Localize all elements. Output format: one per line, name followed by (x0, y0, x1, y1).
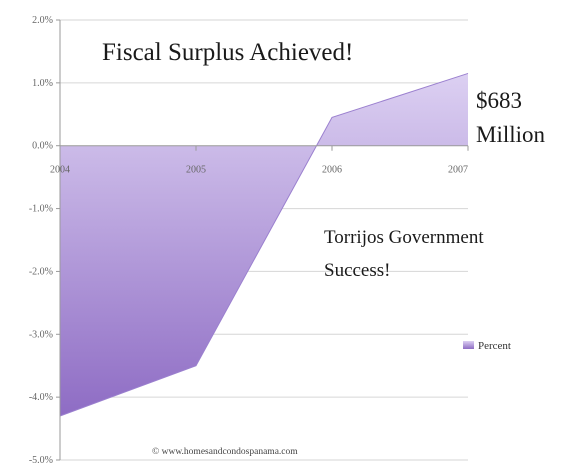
success-annotation-line2: Success! (324, 260, 390, 281)
success-annotation-line1: Torrijos Government (324, 227, 484, 248)
y-tick-label: 1.0% (32, 78, 53, 89)
x-tick-label: 2004 (50, 165, 70, 176)
area-fill (60, 73, 468, 416)
y-tick-label: -3.0% (29, 329, 53, 340)
y-tick-label: -5.0% (29, 455, 53, 466)
series-line (59, 72, 469, 417)
amount-annotation-unit: Million (476, 122, 546, 147)
x-tick-label: 2007 (448, 165, 468, 176)
y-tick-label: 0.0% (32, 141, 53, 152)
y-tick-label: -1.0% (29, 204, 53, 215)
y-tick-label: -2.0% (29, 266, 53, 277)
x-tick-label: 2006 (322, 165, 342, 176)
legend-label: Percent (478, 340, 511, 352)
y-tick-label: 2.0% (32, 15, 53, 26)
legend-swatch (463, 341, 474, 349)
credit-text: © www.homesandcondospanama.com (152, 446, 298, 457)
x-tick-label: 2005 (186, 165, 206, 176)
legend: Percent (463, 340, 511, 352)
y-tick-labels: 2.0% 1.0% 0.0% -1.0% -2.0% -3.0% -4.0% -5.0% (29, 15, 53, 466)
y-tick-label: -4.0% (29, 392, 53, 403)
area-series (59, 72, 469, 417)
x-tick-labels: 2004 2005 2006 2007 (50, 165, 468, 176)
amount-annotation-value: $683 (476, 88, 522, 113)
axes (56, 19, 469, 461)
chart-title: Fiscal Surplus Achieved! (102, 39, 353, 66)
